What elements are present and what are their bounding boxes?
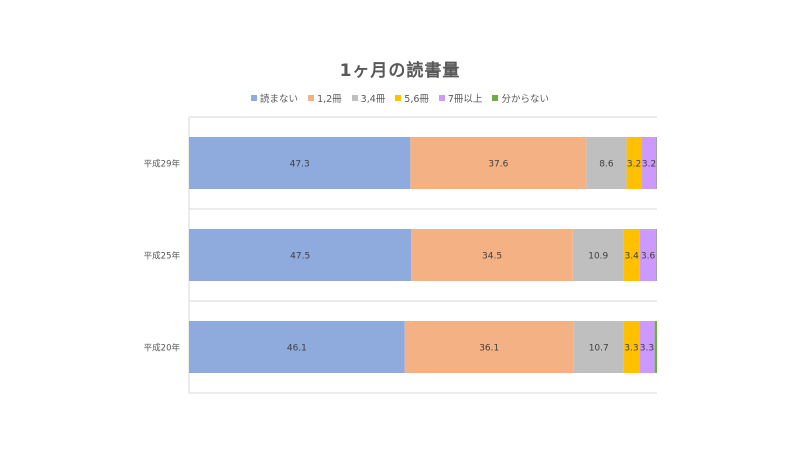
legend-item-unknown: 分からない	[492, 91, 549, 105]
bar-segment	[586, 137, 627, 189]
legend-label-unknown: 分からない	[501, 94, 549, 105]
bar-segment	[623, 229, 640, 281]
bar-segment	[639, 321, 655, 373]
legend-item-1-2: 1,2冊	[308, 91, 342, 105]
bar-segment	[404, 321, 574, 373]
category-label: 平成25年	[144, 251, 181, 262]
legend-item-none: 読まない	[251, 91, 298, 105]
bar-segment	[410, 137, 587, 189]
bar-segment	[189, 229, 412, 281]
data-label: 3.3	[624, 344, 638, 354]
bar-segment	[654, 321, 657, 373]
legend-label-none: 読まない	[260, 94, 299, 105]
data-label: 34.5	[482, 252, 502, 262]
data-label: 8.6	[599, 160, 614, 170]
data-label: 3.6	[641, 252, 656, 262]
legend-item-5-6: 5,6冊	[395, 91, 429, 105]
legend-label-3-4: 3,4冊	[360, 94, 386, 105]
bar-segment	[572, 229, 624, 281]
legend-swatch-1-2	[308, 95, 315, 101]
bar-segment	[656, 229, 658, 281]
data-label: 3.4	[625, 252, 640, 262]
legend-swatch-none	[251, 95, 258, 101]
bar-segment	[411, 229, 573, 281]
legend-label-1-2: 1,2冊	[317, 94, 342, 105]
legend-item-7-plus: 7冊以上	[438, 91, 483, 105]
data-label: 3.2	[627, 160, 641, 170]
data-label: 3.3	[640, 344, 654, 354]
data-label: 47.5	[290, 252, 310, 262]
legend-item-3-4: 3,4冊	[351, 91, 386, 105]
legend-label-5-6: 5,6冊	[404, 94, 429, 105]
data-label: 10.7	[589, 344, 609, 354]
data-label: 3.2	[642, 160, 656, 170]
category-label: 平成29年	[144, 159, 181, 170]
chart-title: 1ヶ月の読書量	[339, 61, 461, 81]
bar-segment	[189, 137, 411, 189]
bar-segment	[189, 321, 405, 373]
bar-segment	[641, 137, 657, 189]
legend-swatch-7-plus	[438, 95, 445, 101]
data-label: 36.1	[479, 344, 499, 354]
bar-segment	[656, 137, 658, 189]
data-label: 46.1	[287, 344, 307, 354]
data-label: 37.6	[488, 160, 508, 170]
data-label: 10.9	[588, 252, 608, 262]
bar-segment	[639, 229, 657, 281]
legend-label-7-plus: 7冊以上	[447, 94, 483, 105]
bar-segment	[623, 321, 640, 373]
legend-swatch-unknown	[492, 95, 499, 101]
legend: 読まない 1,2冊 3,4冊 5,6冊 7冊以上 分からない	[0, 91, 800, 105]
legend-swatch-3-4	[351, 95, 358, 101]
bar-segment	[573, 321, 624, 373]
bar-segment	[626, 137, 642, 189]
legend-swatch-5-6	[395, 95, 402, 101]
data-label: 47.3	[290, 160, 310, 170]
category-label: 平成20年	[144, 343, 181, 354]
